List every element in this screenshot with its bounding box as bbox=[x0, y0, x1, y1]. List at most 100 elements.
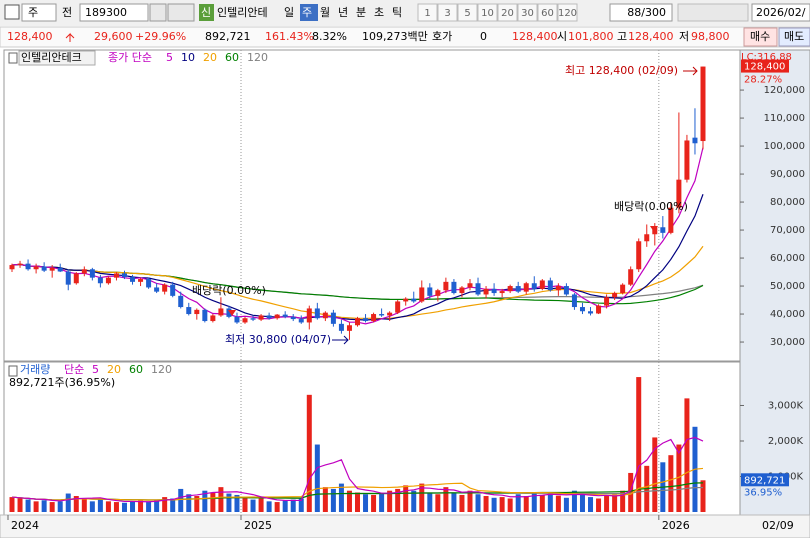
x-axis bbox=[0, 514, 810, 538]
candle-body bbox=[274, 314, 280, 319]
volume-bar bbox=[427, 492, 433, 512]
last-price-box bbox=[741, 59, 789, 73]
volume-bar bbox=[539, 494, 545, 512]
y-tick-label: 100,000 bbox=[764, 141, 805, 152]
period-button[interactable]: 초 bbox=[374, 6, 384, 19]
candle-body bbox=[499, 291, 505, 294]
minute-text[interactable]: 30 bbox=[521, 8, 534, 19]
volume-bar bbox=[588, 497, 594, 512]
minute-text[interactable]: 5 bbox=[464, 8, 470, 19]
volume-bar bbox=[355, 492, 360, 512]
volume-bar bbox=[121, 502, 127, 512]
volume-bar bbox=[202, 490, 208, 512]
info-volume-ratio: 161.43% bbox=[265, 30, 314, 43]
volume-bar bbox=[387, 490, 393, 512]
candle-body bbox=[483, 288, 489, 295]
sound-button[interactable] bbox=[167, 3, 195, 22]
period-button[interactable]: 년 bbox=[338, 6, 348, 19]
minute-button bbox=[437, 3, 458, 22]
volume-bar bbox=[475, 494, 481, 512]
candle-body bbox=[57, 267, 63, 272]
minute-text[interactable]: 3 bbox=[444, 8, 450, 19]
period-button[interactable]: 일 bbox=[284, 5, 294, 19]
volume-bar bbox=[499, 497, 505, 512]
minute-text[interactable]: 10 bbox=[481, 8, 494, 19]
volume-bar bbox=[628, 472, 634, 512]
count-input[interactable] bbox=[609, 3, 673, 22]
volume-bar bbox=[138, 500, 144, 512]
volume-bar bbox=[105, 501, 111, 512]
ex-div-marker bbox=[650, 226, 658, 232]
up-arrow bbox=[65, 32, 75, 42]
candle-body bbox=[290, 316, 296, 320]
candle-body bbox=[676, 179, 682, 208]
date-input[interactable] bbox=[751, 3, 810, 22]
period-button[interactable]: 월 bbox=[320, 6, 330, 19]
info-high: 128,400 bbox=[628, 30, 674, 43]
volume-bar bbox=[507, 498, 513, 512]
prev-button[interactable]: 전 bbox=[62, 6, 72, 19]
volume-bar bbox=[250, 499, 256, 512]
menu-icon[interactable] bbox=[4, 4, 20, 20]
volume-bar bbox=[314, 444, 320, 512]
candle-body bbox=[49, 267, 55, 271]
period-button[interactable]: 주 bbox=[302, 6, 312, 19]
volume-bar bbox=[547, 493, 553, 512]
y-tick-label: 90,000 bbox=[770, 169, 805, 180]
ex-div-marker bbox=[228, 310, 236, 316]
last-volume-label: 892,721 bbox=[744, 475, 785, 486]
volume-bar bbox=[435, 494, 441, 512]
minute-button bbox=[517, 3, 538, 22]
volume-bar bbox=[483, 496, 489, 512]
volume-bar bbox=[419, 483, 425, 512]
volume-bar bbox=[65, 493, 71, 512]
info-row bbox=[0, 26, 810, 48]
y-tick-label: 50,000 bbox=[770, 281, 805, 292]
y-tick-label: 110,000 bbox=[764, 113, 805, 124]
candle-body bbox=[491, 288, 497, 294]
volume-bar bbox=[379, 493, 385, 512]
x-tick-label: 2024 bbox=[11, 519, 39, 532]
volume-bar bbox=[563, 497, 569, 512]
legend-name: 인텔리안테크 bbox=[21, 51, 82, 64]
sell-button[interactable] bbox=[778, 27, 810, 47]
info-change-pct: +29.96% bbox=[135, 30, 186, 43]
candle-body bbox=[700, 66, 706, 142]
minute-text[interactable]: 120 bbox=[558, 8, 577, 19]
period-button[interactable]: 틱 bbox=[392, 6, 402, 19]
volume-bar bbox=[371, 494, 377, 512]
buy-button[interactable] bbox=[743, 27, 778, 47]
last-price-label: 128,400 bbox=[744, 62, 785, 73]
period-button[interactable]: 분 bbox=[356, 6, 366, 19]
volume-bar bbox=[25, 499, 31, 512]
minute-button bbox=[557, 3, 578, 22]
candle-body bbox=[250, 318, 256, 320]
search-button[interactable] bbox=[149, 3, 167, 22]
volume-ma-line bbox=[11, 436, 704, 503]
minute-text[interactable]: 1 bbox=[424, 8, 430, 19]
volume-bar bbox=[113, 502, 119, 512]
candle-body bbox=[555, 286, 561, 291]
volume-bar bbox=[282, 500, 288, 512]
minute-text[interactable]: 60 bbox=[541, 8, 554, 19]
candle-body bbox=[81, 269, 87, 274]
candle-body bbox=[355, 318, 360, 326]
info-low-label: 저 bbox=[679, 30, 689, 43]
x-tick-label: 2025 bbox=[244, 519, 272, 532]
volume-y-tick-label: 3,000K bbox=[768, 400, 804, 411]
volume-bar bbox=[346, 490, 352, 512]
volume-bar bbox=[274, 502, 280, 512]
volume-bar bbox=[636, 377, 642, 512]
code-input[interactable] bbox=[79, 3, 149, 22]
change-label: 28.27% bbox=[744, 75, 782, 86]
candle-body bbox=[138, 279, 144, 282]
period-select[interactable] bbox=[21, 3, 57, 22]
tool-icons[interactable] bbox=[677, 3, 749, 22]
minute-text[interactable]: 20 bbox=[501, 8, 514, 19]
date-text: 2026/02/ bbox=[756, 6, 806, 19]
low-arrow bbox=[332, 335, 349, 345]
candle-body bbox=[419, 287, 425, 302]
volume-bar bbox=[684, 398, 690, 512]
minute-button bbox=[537, 3, 558, 22]
candle-body bbox=[379, 314, 385, 316]
